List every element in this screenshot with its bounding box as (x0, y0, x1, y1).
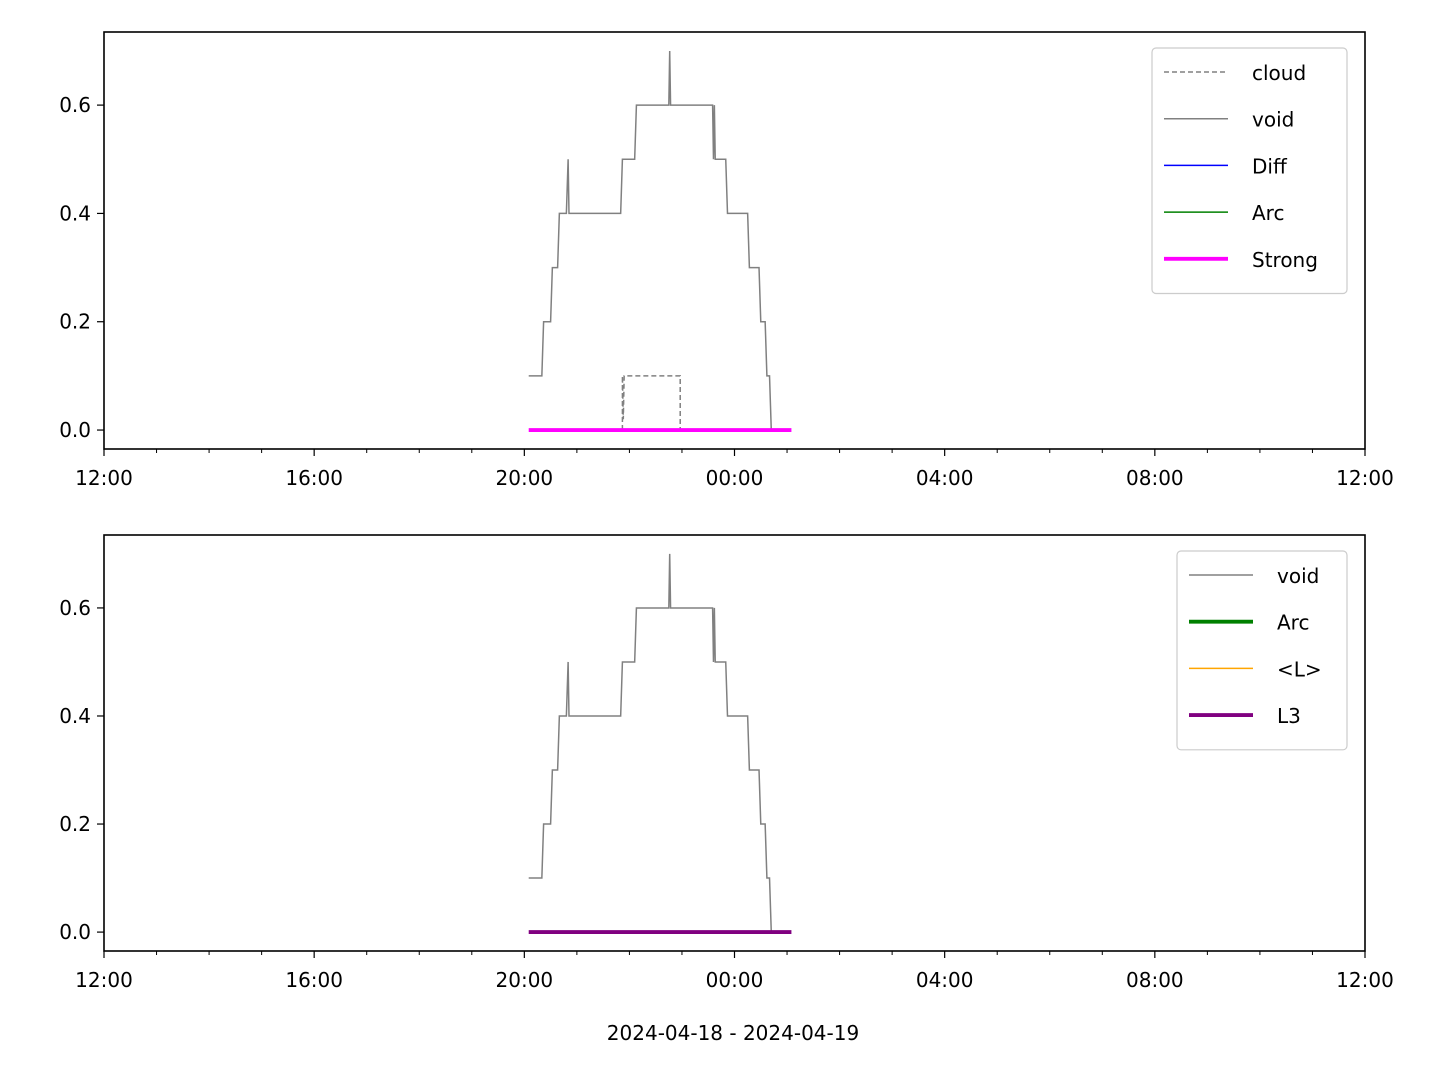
series-void-line (528, 553, 773, 933)
legend-label: Diff (1252, 154, 1288, 178)
chart-top: 0.0 0.2 0.4 0.6 12:00 16:00 20:00 00:00 04:00 08:… (59, 31, 1394, 490)
y-tick-label: 0.0 (59, 418, 91, 442)
legend-label: void (1252, 108, 1294, 132)
y-tick-label: 0.0 (59, 920, 91, 944)
legend: cloud void Diff Arc Strong (1151, 47, 1348, 295)
legend-label: <L> (1277, 657, 1322, 681)
legend-label: Arc (1277, 611, 1309, 635)
x-tick-label: 04:00 (916, 466, 974, 490)
x-tick-label: 16:00 (285, 968, 343, 992)
y-tick-label: 0.6 (59, 596, 91, 620)
legend-label: cloud (1252, 61, 1306, 85)
x-tick-label: 00:00 (706, 968, 764, 992)
x-tick-label: 12:00 (75, 968, 133, 992)
legend-label: Strong (1252, 248, 1318, 272)
plot-frame (103, 534, 1366, 952)
y-tick-label: 0.4 (59, 201, 91, 225)
x-tick-label: 12:00 (1336, 968, 1394, 992)
legend-label: Arc (1252, 201, 1284, 225)
x-tick-label: 00:00 (706, 466, 764, 490)
x-tick-label: 12:00 (75, 466, 133, 490)
legend-label: void (1277, 564, 1319, 588)
y-tick-label: 0.4 (59, 704, 91, 728)
legend: void Arc <L> L3 (1176, 550, 1348, 751)
legend-label: L3 (1277, 704, 1301, 728)
x-tick-label: 04:00 (916, 968, 974, 992)
series-void-line (528, 50, 773, 431)
x-tick-label: 08:00 (1126, 968, 1184, 992)
chart-bottom: 0.0 0.2 0.4 0.6 12:00 16:00 20:00 00:00 04:00 08:… (59, 534, 1394, 992)
series-cloud-line (621, 375, 681, 431)
x-tick-label: 16:00 (285, 466, 343, 490)
legend-box (1151, 47, 1348, 295)
y-tick-label: 0.2 (59, 310, 91, 334)
plot-frame (103, 31, 1366, 450)
y-tick-label: 0.2 (59, 812, 91, 836)
x-tick-label: 20:00 (496, 466, 554, 490)
x-tick-label: 12:00 (1336, 466, 1394, 490)
x-tick-label: 08:00 (1126, 466, 1184, 490)
legend-box (1176, 550, 1348, 751)
x-tick-label: 20:00 (496, 968, 554, 992)
y-tick-label: 0.6 (59, 93, 91, 117)
figure-xlabel: 2024-04-18 - 2024-04-19 (607, 1021, 859, 1045)
